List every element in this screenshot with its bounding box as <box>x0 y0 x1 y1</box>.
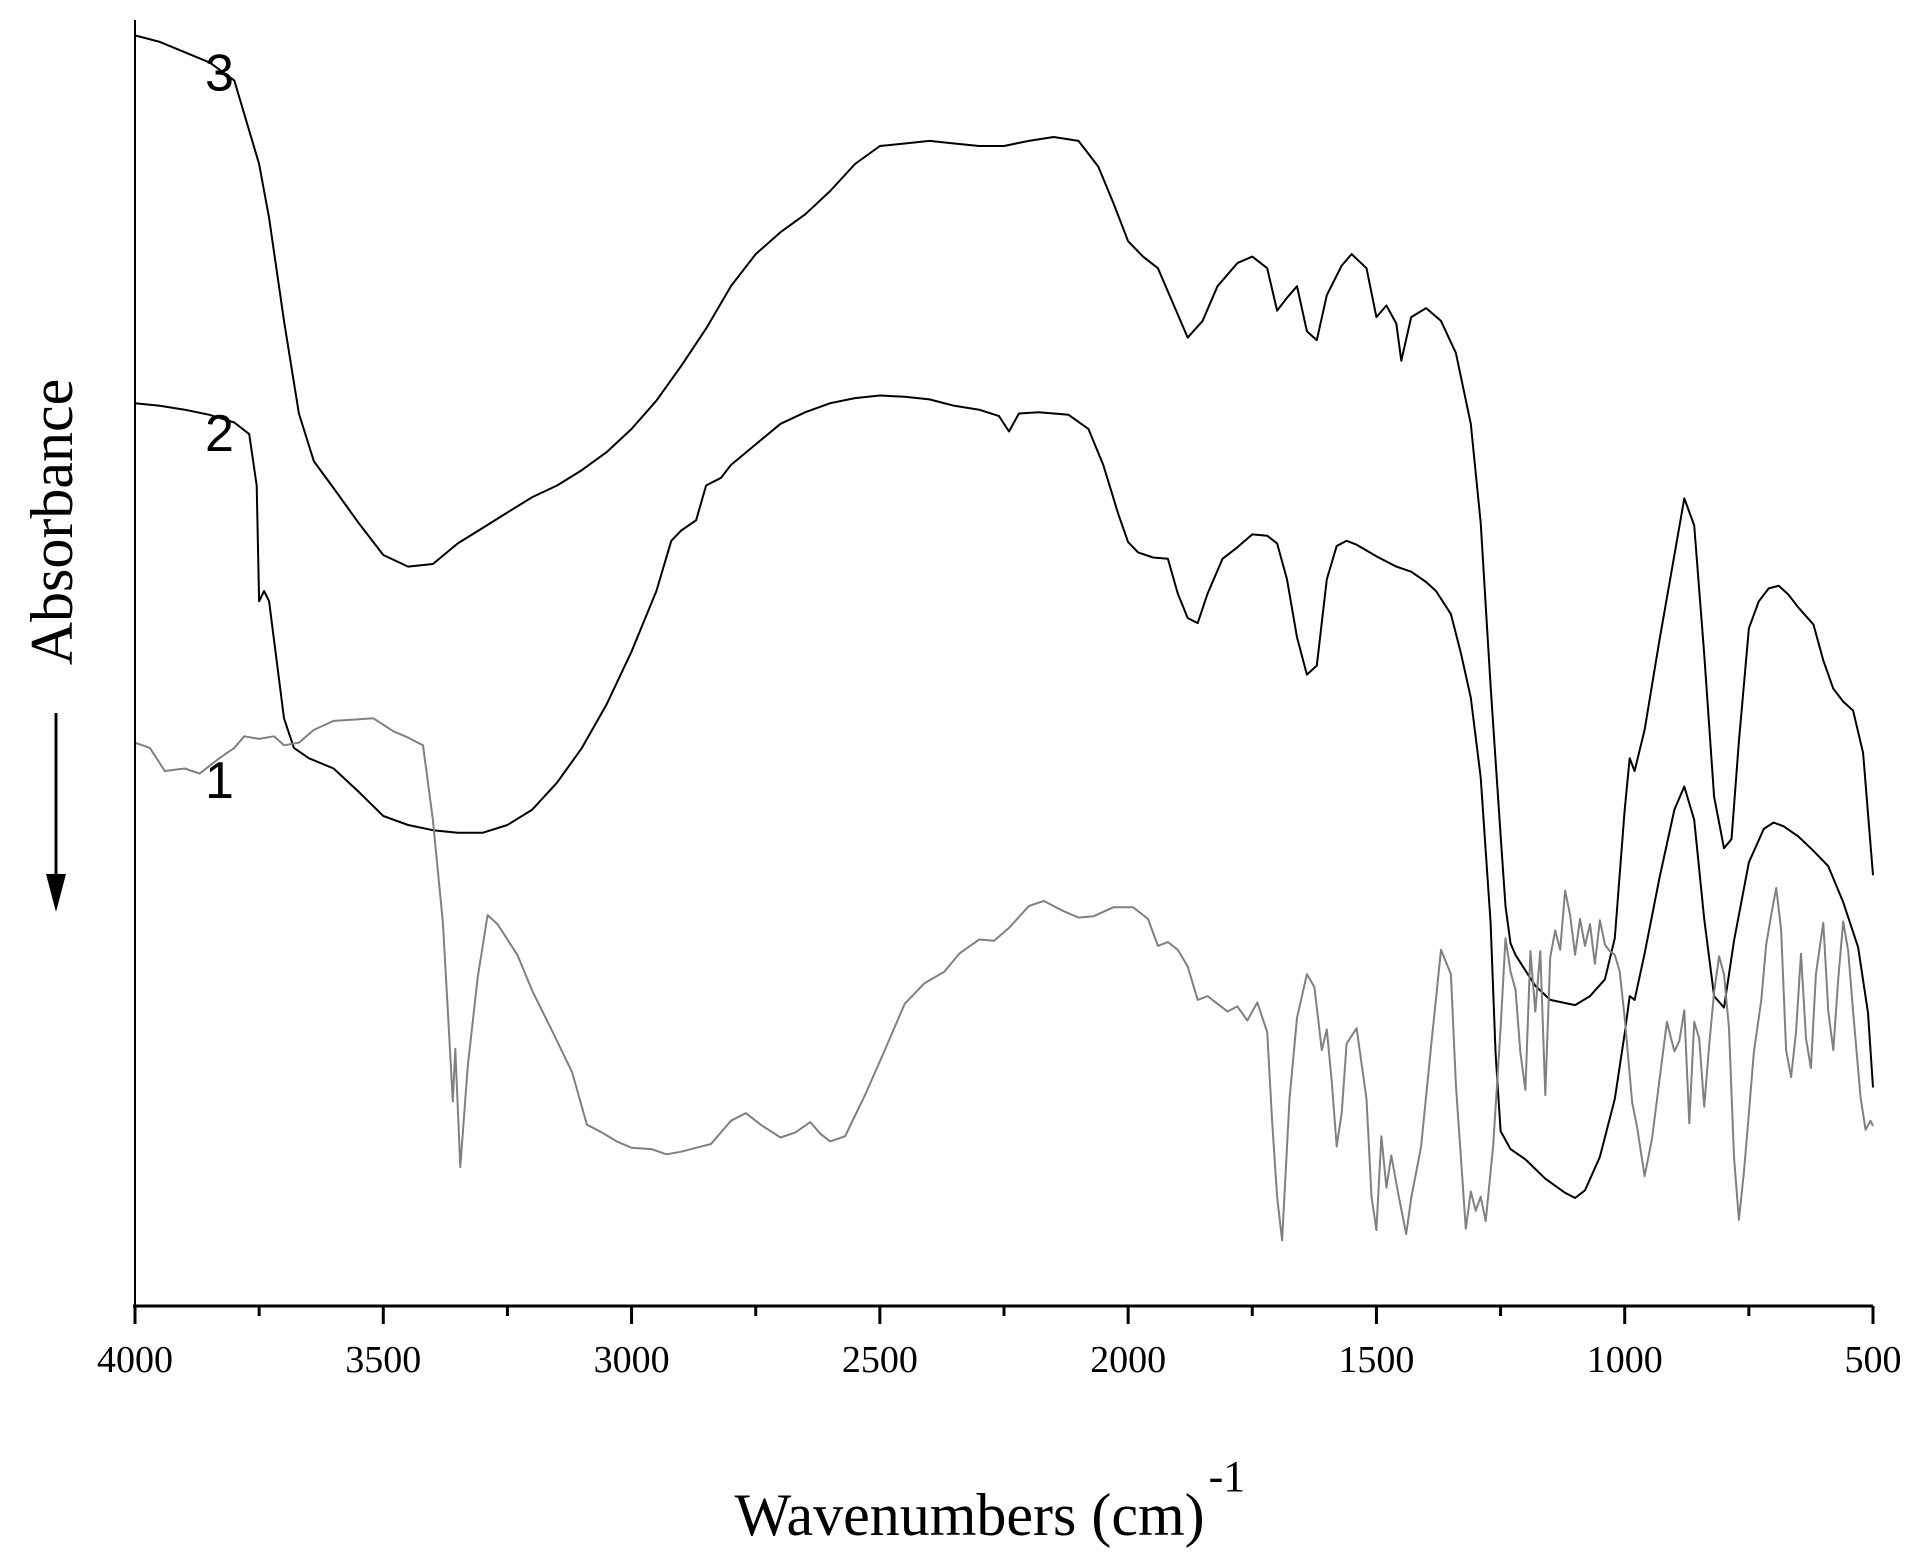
x-tick-label: 2000 <box>1090 1339 1166 1381</box>
x-axis-title-text: Wavenumbers (cm) <box>735 1482 1205 1548</box>
x-axis-title-superscript: -1 <box>1209 1452 1246 1501</box>
x-tick-label: 3500 <box>345 1339 421 1381</box>
series-layer <box>134 34 1874 1242</box>
spectrum-line-1 <box>134 717 1874 1242</box>
series-label-2: 2 <box>205 405 234 463</box>
x-tick-label: 1500 <box>1338 1339 1414 1381</box>
x-tick-label: 2500 <box>842 1339 918 1381</box>
x-tick-label: 3000 <box>594 1339 670 1381</box>
series-label-layer: 3 2 1 <box>205 45 234 810</box>
series-label-1: 1 <box>205 752 234 810</box>
spectrum-line-2 <box>134 394 1874 1199</box>
x-tick-label: 500 <box>1845 1339 1902 1381</box>
x-axis-title: Wavenumbers (cm)-1 <box>735 1452 1246 1548</box>
x-tick-label: 1000 <box>1587 1339 1663 1381</box>
series-label-3: 3 <box>205 45 234 103</box>
y-axis-down-arrow <box>46 713 66 912</box>
x-tick-layer: 4000 3500 3000 2500 2000 1500 1000 500 <box>97 1306 1902 1381</box>
x-tick-label: 4000 <box>97 1339 173 1381</box>
spectrum-line-3 <box>134 34 1874 1007</box>
y-axis-title: Absorbance <box>19 379 85 666</box>
